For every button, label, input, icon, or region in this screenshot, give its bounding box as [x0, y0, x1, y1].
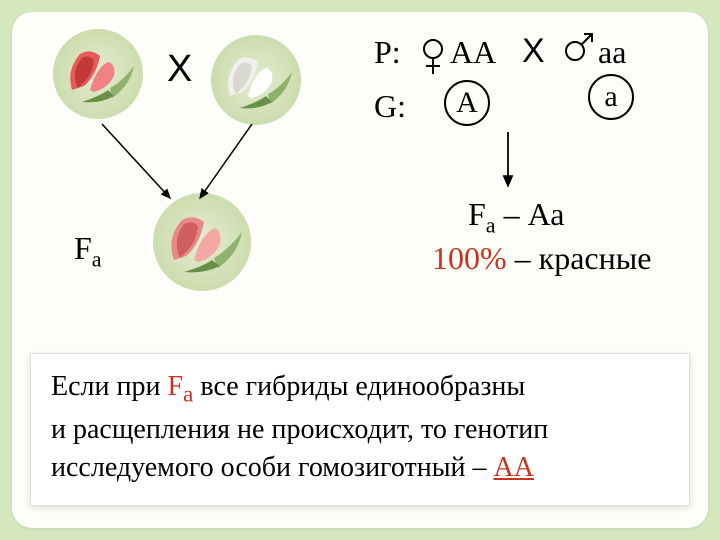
offspring-genotype: Аа [528, 196, 565, 232]
concl-t3: и расщепления не происходит, то генотип [51, 414, 548, 445]
percent-text: 100% [432, 240, 507, 276]
fa-F-right: F [468, 196, 486, 232]
concl-t1: Если при [51, 371, 167, 402]
concl-fa: Fa [167, 371, 193, 402]
concl-aa: АА [494, 452, 534, 483]
concl-t4: исследуемого особи гомозиготный – [51, 452, 494, 483]
phenotype-text: красные [539, 240, 652, 276]
offspring-line: Fa – Аа [468, 196, 564, 238]
fa-sub-right: a [486, 212, 496, 237]
conclusion-box: Если при Fa все гибриды единообразны и р… [30, 353, 690, 506]
phenotype-line: 100% – красные [432, 240, 651, 277]
slide-card: Х Fa P: АА Х аа G: А a [12, 12, 708, 528]
concl-t2: все гибриды единообразны [193, 371, 525, 402]
